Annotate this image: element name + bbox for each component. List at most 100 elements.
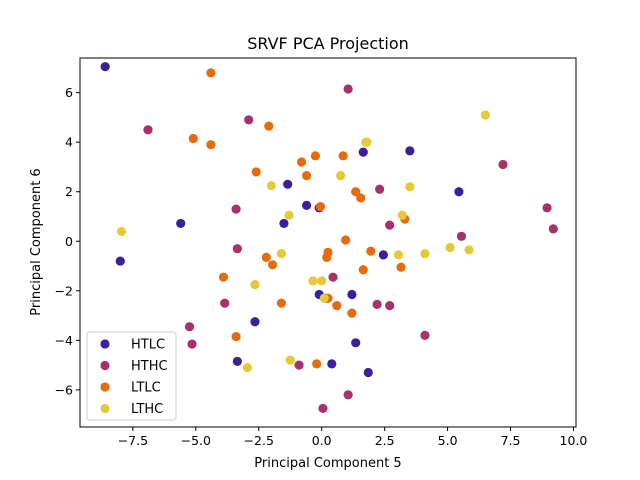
point-htlc-0 (100, 62, 110, 72)
legend-label-htlc: HTLC (131, 338, 165, 353)
point-ltlc-20 (341, 235, 351, 245)
point-hthc-6 (244, 115, 254, 125)
point-ltlc-25 (366, 246, 376, 256)
point-htlc-5 (279, 218, 289, 229)
y-tick-label: 2 (65, 184, 73, 199)
point-htlc-4 (250, 317, 260, 327)
point-ltlc-4 (231, 332, 241, 342)
point-ltlc-18 (332, 301, 342, 311)
point-ltlc-23 (356, 193, 366, 203)
point-lthc-14 (397, 210, 407, 220)
legend-box (86, 331, 177, 421)
y-tick-label: 0 (65, 234, 73, 249)
legend-marker-hthc (100, 360, 110, 371)
point-htlc-6 (283, 179, 293, 189)
point-htlc-2 (176, 218, 186, 229)
point-lthc-7 (308, 276, 318, 286)
point-lthc-1 (242, 362, 253, 373)
point-hthc-20 (548, 224, 558, 234)
point-lthc-16 (420, 249, 430, 259)
point-htlc-15 (363, 367, 373, 378)
legend-marker-ltlc (100, 382, 110, 392)
point-lthc-3 (266, 180, 276, 191)
point-htlc-12 (347, 289, 357, 300)
point-ltlc-26 (396, 262, 406, 272)
x-tick-label: −5.0 (181, 433, 211, 448)
point-htlc-14 (358, 147, 368, 157)
point-lthc-13 (393, 250, 404, 260)
y-axis: −6 −4 −2 0 2 4 6 (55, 85, 80, 397)
point-lthc-18 (464, 245, 474, 255)
point-ltlc-10 (296, 157, 307, 167)
point-hthc-15 (385, 301, 395, 311)
point-ltlc-19 (338, 151, 348, 161)
point-ltlc-22 (351, 187, 361, 197)
x-tick-label: 2.5 (375, 433, 395, 448)
point-ltlc-11 (302, 171, 312, 181)
point-ltlc-0 (188, 133, 198, 144)
legend-marker-htlc (100, 339, 110, 349)
plot-area (79, 57, 577, 428)
x-tick-label: −2.5 (244, 433, 274, 448)
point-ltlc-3 (218, 272, 229, 282)
point-lthc-8 (317, 276, 327, 286)
point-hthc-7 (294, 360, 304, 370)
point-htlc-11 (327, 359, 337, 369)
point-htlc-1 (115, 256, 125, 266)
point-hthc-12 (372, 299, 382, 310)
x-tick-label: 7.5 (501, 433, 521, 448)
y-axis-label: Principal Component 6 (29, 168, 44, 315)
point-hthc-4 (231, 204, 241, 214)
point-htlc-3 (232, 356, 242, 366)
point-hthc-11 (343, 390, 353, 400)
point-hthc-19 (542, 203, 552, 213)
point-ltlc-24 (358, 265, 368, 275)
legend-label-hthc: HTHC (131, 359, 168, 374)
x-axis: −7.5 −5.0 −2.5 0.0 2.5 5.0 7.5 10.0 (118, 427, 588, 448)
chart-title: SRVF PCA Projection (247, 34, 409, 53)
point-hthc-9 (328, 272, 338, 282)
legend: HTLC HTHC LTLC LTHC (86, 331, 177, 421)
y-tick-label: 6 (65, 85, 73, 100)
points-layer (100, 62, 558, 414)
point-ltlc-9 (276, 298, 287, 308)
point-lthc-0 (116, 226, 127, 236)
y-tick-label: −4 (55, 333, 73, 348)
point-ltlc-8 (268, 260, 278, 270)
point-ltlc-7 (264, 121, 274, 131)
point-hthc-17 (456, 231, 467, 241)
point-lthc-2 (250, 280, 260, 290)
point-ltlc-14 (315, 201, 326, 212)
point-lthc-12 (362, 137, 372, 147)
point-htlc-7 (302, 200, 312, 210)
point-hthc-2 (187, 339, 197, 349)
point-lthc-5 (284, 210, 294, 220)
point-lthc-19 (480, 110, 490, 120)
point-htlc-13 (351, 338, 361, 348)
point-lthc-15 (405, 182, 415, 192)
legend-marker-lthc (100, 403, 110, 414)
point-hthc-8 (318, 403, 328, 414)
x-tick-label: 0.0 (312, 433, 332, 448)
x-tick-label: 10.0 (560, 433, 588, 448)
point-htlc-17 (405, 146, 415, 156)
y-tick-label: −2 (55, 283, 73, 298)
point-hthc-5 (232, 244, 242, 254)
x-tick-label: 5.0 (438, 433, 458, 448)
point-ltlc-21 (347, 308, 357, 318)
point-ltlc-16 (323, 247, 333, 258)
point-ltlc-2 (206, 140, 216, 150)
point-hthc-3 (220, 298, 230, 308)
point-lthc-9 (319, 293, 329, 303)
point-hthc-0 (143, 125, 153, 135)
point-ltlc-12 (310, 151, 321, 161)
point-lthc-10 (335, 171, 346, 181)
point-lthc-17 (445, 242, 455, 253)
point-lthc-4 (276, 249, 287, 259)
point-hthc-10 (343, 84, 353, 94)
point-ltlc-5 (251, 167, 261, 177)
x-tick-label: −7.5 (118, 433, 148, 448)
point-hthc-14 (385, 220, 395, 230)
point-ltlc-13 (312, 359, 322, 369)
